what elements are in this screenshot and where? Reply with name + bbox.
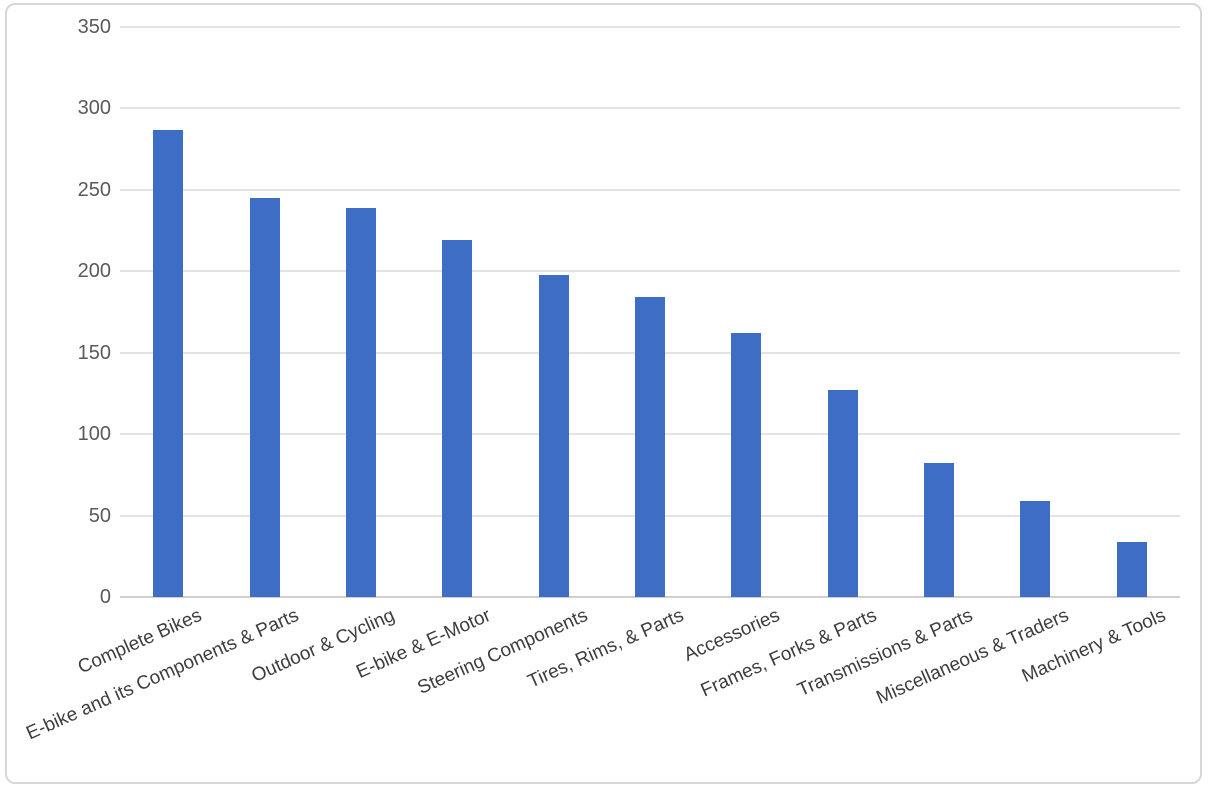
- bar: [924, 463, 955, 597]
- y-axis-tick-label: 250: [77, 178, 111, 201]
- bar: [1116, 541, 1147, 597]
- bar: [153, 129, 184, 597]
- bar: [249, 198, 280, 597]
- bar: [538, 274, 569, 597]
- gridline: [120, 270, 1180, 273]
- bar: [731, 333, 762, 597]
- gridline: [120, 188, 1180, 191]
- bar: [827, 390, 858, 597]
- bar: [1020, 500, 1051, 597]
- y-axis-tick-label: 100: [77, 423, 111, 446]
- y-axis-tick-label: 300: [77, 97, 111, 120]
- bar: [442, 240, 473, 597]
- y-axis-tick-label: 0: [99, 586, 111, 608]
- gridline: [120, 107, 1180, 110]
- y-axis-tick-label: 150: [77, 341, 111, 364]
- x-axis-line: [120, 596, 1180, 598]
- bar: [345, 207, 376, 597]
- y-axis-tick-label: 50: [88, 504, 111, 527]
- bar: [635, 297, 665, 597]
- y-axis-tick-label: 200: [77, 260, 111, 283]
- y-axis-tick-label: 350: [77, 16, 111, 38]
- gridline: [120, 26, 1180, 28]
- chart-frame: 0 50 100 150 200 250 300 350 Complete Bikes E-bi…: [5, 3, 1202, 784]
